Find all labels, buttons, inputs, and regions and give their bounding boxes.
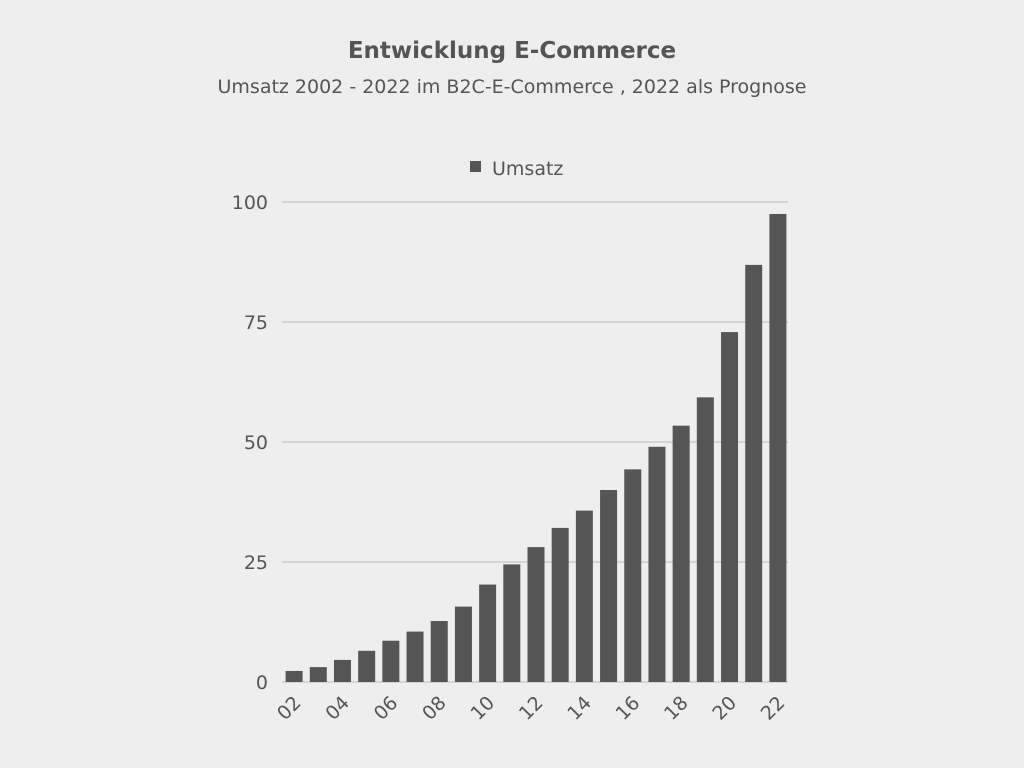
- y-tick-label: 75: [244, 312, 268, 334]
- x-tick-label: 06: [370, 692, 403, 725]
- bar-20: [721, 332, 739, 682]
- x-tick-label: 02: [273, 692, 306, 725]
- x-tick-label: 10: [466, 692, 499, 725]
- x-tick-label: 22: [757, 692, 790, 725]
- bar-12: [527, 547, 545, 682]
- bar-13: [551, 527, 569, 682]
- bar-14: [575, 510, 593, 682]
- bar-11: [503, 564, 521, 682]
- bar-02: [285, 670, 303, 682]
- x-tick-label: 08: [418, 692, 451, 725]
- bar-15: [600, 490, 618, 682]
- bar-22: [769, 214, 787, 682]
- x-tick-label: 12: [515, 692, 548, 725]
- x-tick-label: 20: [708, 692, 741, 725]
- y-tick-label: 25: [244, 552, 268, 574]
- x-tick-label: 16: [612, 692, 645, 725]
- x-tick-label: 18: [660, 692, 693, 725]
- legend-swatch: [470, 161, 481, 172]
- y-tick-label: 0: [256, 672, 268, 694]
- x-tick-label: 14: [563, 692, 596, 725]
- bar-04: [333, 659, 351, 682]
- bar-07: [406, 631, 424, 682]
- bar-06: [382, 640, 400, 682]
- y-tick-label: 100: [232, 192, 268, 214]
- bar-19: [696, 397, 714, 682]
- bar-21: [745, 264, 763, 682]
- bar-05: [358, 650, 376, 682]
- bar-08: [430, 621, 448, 682]
- x-tick-label: 04: [321, 692, 354, 725]
- bar-10: [479, 584, 497, 682]
- bar-16: [624, 469, 642, 682]
- bar-18: [672, 425, 690, 682]
- bar-03: [309, 667, 327, 682]
- legend-label: Umsatz: [492, 158, 563, 180]
- bar-09: [454, 606, 472, 682]
- bar-17: [648, 446, 666, 682]
- chart-title: Entwicklung E-Commerce: [347, 38, 677, 64]
- chart-subtitle: Umsatz 2002 - 2022 im B2C-E-Commerce , 2…: [217, 76, 807, 98]
- y-tick-label: 50: [244, 432, 268, 454]
